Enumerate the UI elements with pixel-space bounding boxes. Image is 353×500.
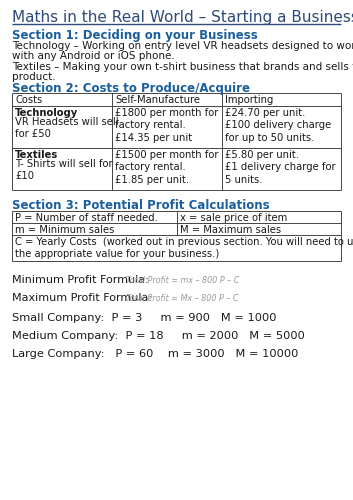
Text: Costs: Costs — [15, 95, 42, 105]
Text: VR Headsets will sell
for £50: VR Headsets will sell for £50 — [15, 117, 119, 140]
Text: £24.70 per unit.
£100 delivery charge
for up to 50 units.: £24.70 per unit. £100 delivery charge fo… — [225, 108, 331, 143]
Text: Self-Manufacture: Self-Manufacture — [115, 95, 200, 105]
Text: x = sale price of item: x = sale price of item — [180, 213, 287, 223]
Text: Medium Company:  P = 18     m = 2000   M = 5000: Medium Company: P = 18 m = 2000 M = 5000 — [12, 331, 305, 341]
Text: Total Profit = Mx – 800 P – C: Total Profit = Mx – 800 P – C — [126, 294, 239, 303]
Text: M = Maximum sales: M = Maximum sales — [180, 225, 281, 235]
Text: product.: product. — [12, 72, 56, 82]
Text: Textiles – Making your own t-shirt business that brands and sells your: Textiles – Making your own t-shirt busin… — [12, 62, 353, 72]
Text: £1800 per month for
factory rental.
£14.35 per unit: £1800 per month for factory rental. £14.… — [115, 108, 219, 143]
Text: Importing: Importing — [225, 95, 273, 105]
Text: m = Minimum sales: m = Minimum sales — [15, 225, 114, 235]
Text: Technology: Technology — [15, 108, 78, 118]
Text: Total Profit = mx – 800 P – C: Total Profit = mx – 800 P – C — [126, 276, 239, 285]
Text: C = Yearly Costs  (worked out in previous section. You will need to use
the appr: C = Yearly Costs (worked out in previous… — [15, 237, 353, 260]
Text: Maths in the Real World – Starting a Business: Maths in the Real World – Starting a Bus… — [12, 10, 353, 25]
Text: P = Number of staff needed.: P = Number of staff needed. — [15, 213, 158, 223]
Text: Section 2: Costs to Produce/Acquire: Section 2: Costs to Produce/Acquire — [12, 82, 250, 95]
Text: with any Android or iOS phone.: with any Android or iOS phone. — [12, 51, 175, 61]
Text: Minimum Profit Formula:: Minimum Profit Formula: — [12, 275, 152, 285]
Text: £1500 per month for
factory rental.
£1.85 per unit.: £1500 per month for factory rental. £1.8… — [115, 150, 219, 185]
Text: £5.80 per unit.
£1 delivery charge for
5 units.: £5.80 per unit. £1 delivery charge for 5… — [225, 150, 336, 185]
Text: Section 1: Deciding on your Business: Section 1: Deciding on your Business — [12, 29, 258, 42]
Text: Large Company:   P = 60    m = 3000   M = 10000: Large Company: P = 60 m = 3000 M = 10000 — [12, 349, 298, 359]
Text: Maximum Profit Formula:: Maximum Profit Formula: — [12, 293, 156, 303]
Text: Textiles: Textiles — [15, 150, 58, 160]
Text: Section 3: Potential Profit Calculations: Section 3: Potential Profit Calculations — [12, 199, 270, 212]
Text: Small Company:  P = 3     m = 900   M = 1000: Small Company: P = 3 m = 900 M = 1000 — [12, 313, 276, 323]
Text: Technology – Working on entry level VR headsets designed to work: Technology – Working on entry level VR h… — [12, 41, 353, 51]
Text: T- Shirts will sell for
£10: T- Shirts will sell for £10 — [15, 159, 113, 182]
